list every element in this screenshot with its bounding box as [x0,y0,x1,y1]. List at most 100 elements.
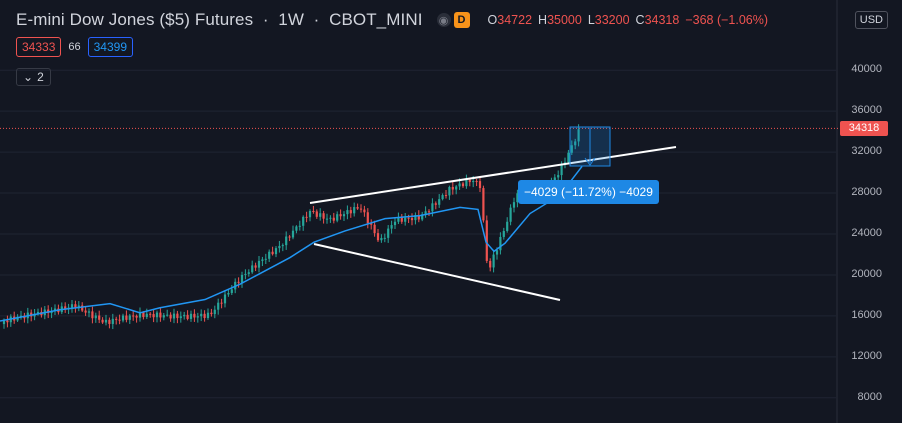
candle-body [485,220,488,261]
candle-body [101,319,104,323]
candle-body [298,225,301,227]
candle-body [397,217,400,222]
low-value: 33200 [594,13,630,27]
spread-value: 66 [68,41,81,53]
quote-row: 34333 66 34399 [16,37,133,57]
candle-body [213,309,216,315]
candle-body [152,314,155,318]
candle-body [179,316,182,319]
candle-body [353,207,356,214]
candle-body [189,313,193,319]
candle-body [36,311,40,314]
candle-body [70,304,74,308]
candle-body [186,314,189,319]
candle-body [305,216,308,218]
candle-body [210,312,213,315]
candle-body [108,319,111,324]
candle-body [74,304,77,309]
visibility-toggle[interactable]: ◉ D [436,12,470,28]
candle-body [509,207,512,222]
candle-body [444,195,448,197]
candle-body [251,265,254,273]
candle-body [118,319,121,321]
candle-body [465,179,468,187]
candle-body [257,260,261,268]
candle-body [285,236,288,246]
candle-body [489,260,492,268]
candle-body [291,230,295,238]
candle-body [332,217,335,221]
candle-body [159,312,162,318]
candle-body [574,141,577,146]
candle-body [81,305,84,311]
candle-body [570,145,573,153]
last-price-tag: 34318 [840,121,888,136]
candle-body [281,245,284,247]
symbol-title[interactable]: E-mini Dow Jones ($5) Futures · 1W · CBO… [16,10,423,29]
axis-tick-label: 24000 [851,227,882,239]
candle-body [567,152,570,163]
upper-trendline [309,146,677,204]
candle-body [155,312,159,318]
candle-body [142,312,145,318]
axis-tick-label: 28000 [851,186,882,199]
moving-average-line [0,165,583,322]
candle-body [421,214,424,220]
change-value: −368 (−1.06%) [685,13,769,27]
candle-body [230,289,233,293]
candle-body [512,202,516,208]
candle-body [404,217,407,222]
axis-tick-label: 8000 [857,390,882,403]
candle-body [322,213,325,219]
candle-body [346,210,349,215]
candle-body [451,187,454,190]
sell-button[interactable]: 34333 [16,37,62,57]
chart-legend: E-mini Dow Jones ($5) Futures · 1W · CBO… [16,10,768,30]
candle-body [288,236,291,238]
candle-body [138,312,142,318]
candle-body [196,316,199,318]
candle-body [417,215,420,220]
candle-body [111,318,114,324]
candle-body [383,237,386,239]
candle-body [373,224,376,234]
candle-body [193,313,196,318]
axis-tick-label: 12000 [851,349,882,362]
candle-body [475,181,478,183]
candle-body [516,193,519,203]
candle-body [387,228,390,238]
candle-body [390,225,393,229]
arrow-down-icon [584,157,596,166]
candle-body [254,265,257,268]
candle-body [94,315,97,319]
candle-body [295,226,298,231]
candle-body [19,315,23,317]
indicators-toggle[interactable]: ⌄ 2 [16,68,51,86]
candle-body [135,315,138,318]
candle-body [87,311,91,313]
interval-label: 1W [278,10,304,29]
currency-button[interactable]: USD [854,11,888,29]
axis-tick-label: 32000 [851,145,882,158]
open-value: 34722 [497,13,533,27]
candle-body [502,230,505,237]
candle-body [495,250,499,255]
candle-body [506,221,509,231]
candle-body [308,210,312,218]
indicator-count: 2 [37,70,44,84]
candle-body [200,313,203,317]
candle-body [492,254,495,268]
candle-body [359,208,363,210]
candle-body [53,308,57,311]
candle-body [227,292,230,295]
lower-trendline [313,243,561,301]
candle-body [302,216,305,226]
candle-body [499,236,502,251]
candle-body [247,272,250,274]
candle-body [169,314,172,319]
buy-button[interactable]: 34399 [87,37,133,57]
candle-body [217,302,220,310]
candles [2,124,580,330]
candle-body [349,210,352,214]
